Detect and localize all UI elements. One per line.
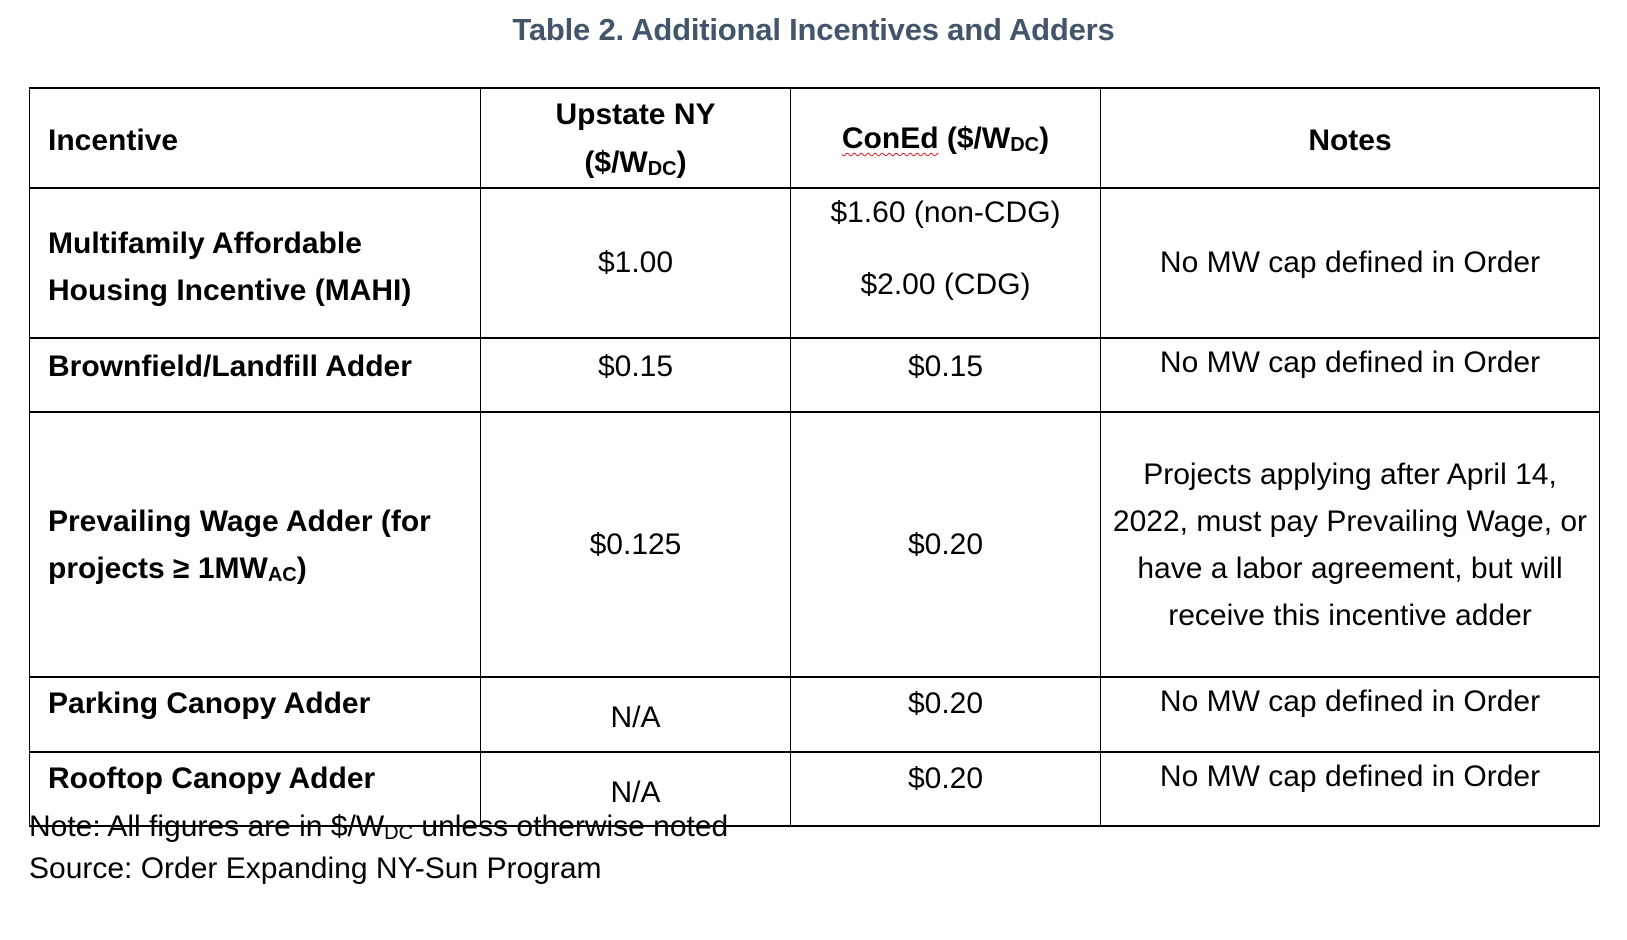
header-coned-unit-prefix: ($/W [938, 122, 1011, 155]
header-upstate-unit-sub: DC [647, 158, 677, 180]
cell-incentive: Prevailing Wage Adder (for projects ≥ 1M… [29, 412, 481, 677]
table-source: Source: Order Expanding NY-Sun Program [29, 852, 602, 885]
header-upstate-unit-prefix: ($/W [584, 146, 648, 179]
footnote-prefix: Note: All figures are in $/W [29, 810, 385, 843]
cell-notes: No MW cap defined in Order [1100, 188, 1600, 338]
header-coned-name: ConEd [841, 122, 939, 155]
footnote-sub: DC [384, 822, 414, 844]
cell-incentive: Rooftop Canopy Adder [29, 752, 481, 826]
table-title: Table 2. Additional Incentives and Adder… [512, 12, 1115, 47]
footnote-suffix: unless otherwise noted [413, 810, 729, 843]
cell-incentive-text: Prevailing Wage Adder (for projects ≥ 1M… [48, 504, 431, 585]
cell-coned: $0.20 [790, 412, 1101, 677]
header-notes: Notes [1100, 88, 1600, 188]
cell-incentive: Parking Canopy Adder [29, 677, 481, 752]
cell-upstate: N/A [480, 752, 791, 826]
cell-coned-non-cdg: $1.60 (non-CDG) [830, 196, 1061, 229]
header-upstate-ny: Upstate NY ($/WDC) [480, 88, 791, 188]
cell-incentive-suffix: ) [296, 551, 307, 585]
cell-notes: No MW cap defined in Order [1100, 677, 1600, 752]
incentives-table: Incentive Upstate NY ($/WDC) ConEd ($/WD… [29, 87, 1600, 827]
header-upstate-unit-suffix: ) [676, 146, 687, 179]
cell-coned: $1.60 (non-CDG) $2.00 (CDG) [790, 188, 1101, 338]
table-row-parking-canopy: Parking Canopy Adder N/A $0.20 No MW cap… [29, 677, 1600, 752]
cell-coned: $0.15 [790, 338, 1101, 412]
cell-upstate: $0.15 [480, 338, 791, 412]
cell-coned: $0.20 [790, 752, 1101, 826]
cell-notes: Projects applying after April 14, 2022, … [1100, 412, 1600, 677]
header-upstate-line1: Upstate NY [555, 98, 716, 131]
table-row-brownfield: Brownfield/Landfill Adder $0.15 $0.15 No… [29, 338, 1600, 412]
cell-notes: No MW cap defined in Order [1100, 752, 1600, 826]
table-row-prevailing-wage: Prevailing Wage Adder (for projects ≥ 1M… [29, 412, 1600, 677]
table-row-mahi: Multifamily Affordable Housing Incentive… [29, 188, 1600, 338]
cell-incentive: Brownfield/Landfill Adder [29, 338, 481, 412]
cell-coned-cdg: $2.00 (CDG) [860, 268, 1031, 301]
table-footnote: Note: All figures are in $/WDC unless ot… [29, 807, 728, 847]
cell-upstate: $1.00 [480, 188, 791, 338]
cell-upstate: $0.125 [480, 412, 791, 677]
header-incentive: Incentive [29, 88, 481, 188]
header-coned-unit-suffix: ) [1039, 122, 1050, 155]
table-header-row: Incentive Upstate NY ($/WDC) ConEd ($/WD… [29, 88, 1600, 188]
header-coned: ConEd ($/WDC) [790, 88, 1101, 188]
cell-incentive: Multifamily Affordable Housing Incentive… [29, 188, 481, 338]
header-coned-unit-sub: DC [1010, 134, 1040, 156]
cell-incentive-sub: AC [267, 563, 297, 586]
table-row-rooftop-canopy: Rooftop Canopy Adder N/A $0.20 No MW cap… [29, 752, 1600, 826]
cell-upstate: N/A [480, 677, 791, 752]
cell-notes: No MW cap defined in Order [1100, 338, 1600, 412]
cell-coned: $0.20 [790, 677, 1101, 752]
